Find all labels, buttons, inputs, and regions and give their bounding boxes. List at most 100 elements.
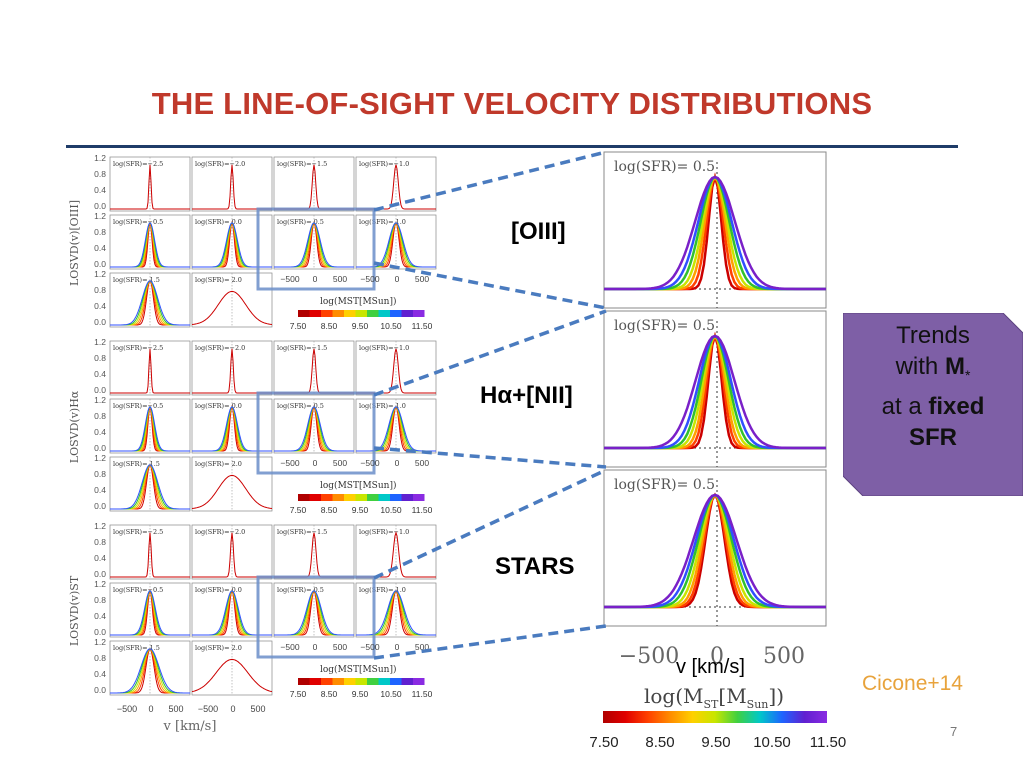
mini-colorbar-label: log(MST[MSun]): [320, 296, 396, 307]
small-panel-profiles: [274, 221, 354, 268]
small-panel-profiles: [110, 647, 190, 694]
mini-x-tick: 500: [415, 274, 429, 284]
small-grid-x-label: v [km/s]: [163, 719, 217, 734]
profile-line: [604, 175, 826, 291]
mini-colorbar-tick: 8.50: [321, 505, 338, 515]
mini-colorbar-segment: [390, 678, 402, 685]
colorbar-tick: 9.50: [701, 734, 730, 751]
y-tick-label: 0.0: [94, 385, 106, 395]
colorbar-label: log(MST[MSun]): [644, 684, 784, 711]
mini-colorbar-tick: 11.50: [412, 689, 433, 699]
y-tick-label: 1.2: [94, 637, 106, 647]
big-x-tick: 0: [710, 644, 724, 669]
mini-colorbar-segment: [378, 678, 390, 685]
mini-colorbar-segment: [321, 310, 333, 317]
profile-line: [274, 590, 354, 636]
mini-colorbar-segment: [401, 494, 413, 501]
sfr-label: log(SFR)=−2.5: [113, 160, 163, 168]
y-tick-label: 1.2: [94, 269, 106, 279]
y-tick-label: 0.0: [94, 569, 106, 579]
small-panel-profiles: [110, 164, 190, 210]
profile-line: [110, 222, 190, 268]
sfr-label: log(SFR)=−1.5: [277, 160, 327, 168]
mini-colorbar-tick: 7.50: [290, 689, 307, 699]
zoom-connector: [373, 150, 607, 212]
y-tick-label: 0.8: [94, 537, 106, 547]
mini-colorbar-segment: [309, 494, 321, 501]
small-grid-x-tick: 0: [230, 704, 235, 714]
mini-colorbar-label: log(MST[MSun]): [320, 664, 396, 675]
profile-line: [191, 658, 273, 693]
y-tick-label: 0.0: [94, 501, 106, 511]
callout-line3: at a fixed: [881, 392, 985, 420]
mini-colorbar-segment: [367, 310, 379, 317]
small-grid-y-label: LOSVD(v)Hα: [68, 390, 81, 463]
sfr-label: log(SFR)= 1.0: [359, 586, 406, 594]
page-number: 7: [950, 724, 958, 739]
y-tick-label: 1.2: [94, 211, 106, 221]
profile-line: [356, 590, 436, 636]
y-tick-label: 0.4: [94, 185, 106, 195]
title-rule: [66, 145, 958, 148]
profile-line: [110, 590, 190, 636]
mini-colorbar-segment: [355, 678, 367, 685]
zoom-connector: [373, 446, 607, 469]
mini-x-tick: 0: [395, 458, 400, 468]
colorbar: [603, 711, 827, 723]
mini-x-tick: 0: [395, 642, 400, 652]
callout-box: [843, 313, 1023, 496]
y-tick-label: 0.8: [94, 595, 106, 605]
small-panel-profiles: [356, 589, 436, 636]
sfr-label: log(SFR)=−0.5: [113, 402, 163, 410]
slide-title: THE LINE-OF-SIGHT VELOCITY DISTRIBUTIONS: [151, 86, 873, 121]
citation: Cicone+14: [862, 672, 963, 695]
small-panel-profiles: [191, 474, 273, 509]
sfr-label: log(SFR)=−1.5: [277, 528, 327, 536]
zoom-connector: [373, 261, 607, 310]
sfr-label: log(SFR)= 2.0: [195, 460, 242, 468]
mini-x-tick: −500: [360, 642, 379, 652]
mini-colorbar-segment: [401, 310, 413, 317]
profile-line: [356, 222, 436, 268]
small-panel-profiles: [191, 290, 273, 325]
y-tick-label: 0.4: [94, 485, 106, 495]
y-tick-label: 0.8: [94, 285, 106, 295]
mini-colorbar-segment: [378, 310, 390, 317]
profile-line: [110, 464, 190, 510]
mini-colorbar-segment: [413, 494, 425, 501]
sfr-label: log(SFR)=−2.0: [195, 160, 245, 168]
sfr-label: log(SFR)= 2.0: [195, 276, 242, 284]
mini-colorbar-segment: [390, 494, 402, 501]
y-tick-label: 1.2: [94, 453, 106, 463]
y-tick-label: 1.2: [94, 395, 106, 405]
big-panel-label: log(SFR)= 0.5: [614, 159, 715, 175]
mini-x-tick: −500: [280, 642, 299, 652]
mini-colorbar-segment: [344, 310, 356, 317]
zoom-connector: [373, 309, 607, 397]
mini-colorbar-segment: [298, 494, 310, 501]
profile-line: [110, 280, 190, 326]
profile-line: [110, 406, 190, 452]
y-tick-label: 0.8: [94, 353, 106, 363]
small-panel-profiles: [110, 463, 190, 510]
mini-x-tick: −500: [280, 458, 299, 468]
callout-line2: with M*: [895, 353, 971, 383]
mini-x-tick: −500: [360, 458, 379, 468]
mini-colorbar-segment: [390, 310, 402, 317]
small-panel-profiles: [274, 589, 354, 636]
sfr-label: log(SFR)= 1.5: [113, 460, 160, 468]
big-panel-label: log(SFR)= 0.5: [614, 477, 715, 493]
y-tick-label: 0.4: [94, 669, 106, 679]
small-panel-profiles: [356, 221, 436, 268]
profile-line: [274, 406, 354, 452]
profile-line: [274, 222, 354, 268]
y-tick-label: 0.8: [94, 469, 106, 479]
y-tick-label: 0.0: [94, 627, 106, 637]
y-tick-label: 1.2: [94, 153, 106, 163]
sfr-label: log(SFR)= 1.0: [359, 402, 406, 410]
mini-colorbar-tick: 10.50: [380, 505, 402, 515]
small-panel-profiles: [274, 405, 354, 452]
mini-colorbar-segment: [413, 310, 425, 317]
big-panel-label: log(SFR)= 0.5: [614, 318, 715, 334]
mini-colorbar-segment: [332, 310, 344, 317]
